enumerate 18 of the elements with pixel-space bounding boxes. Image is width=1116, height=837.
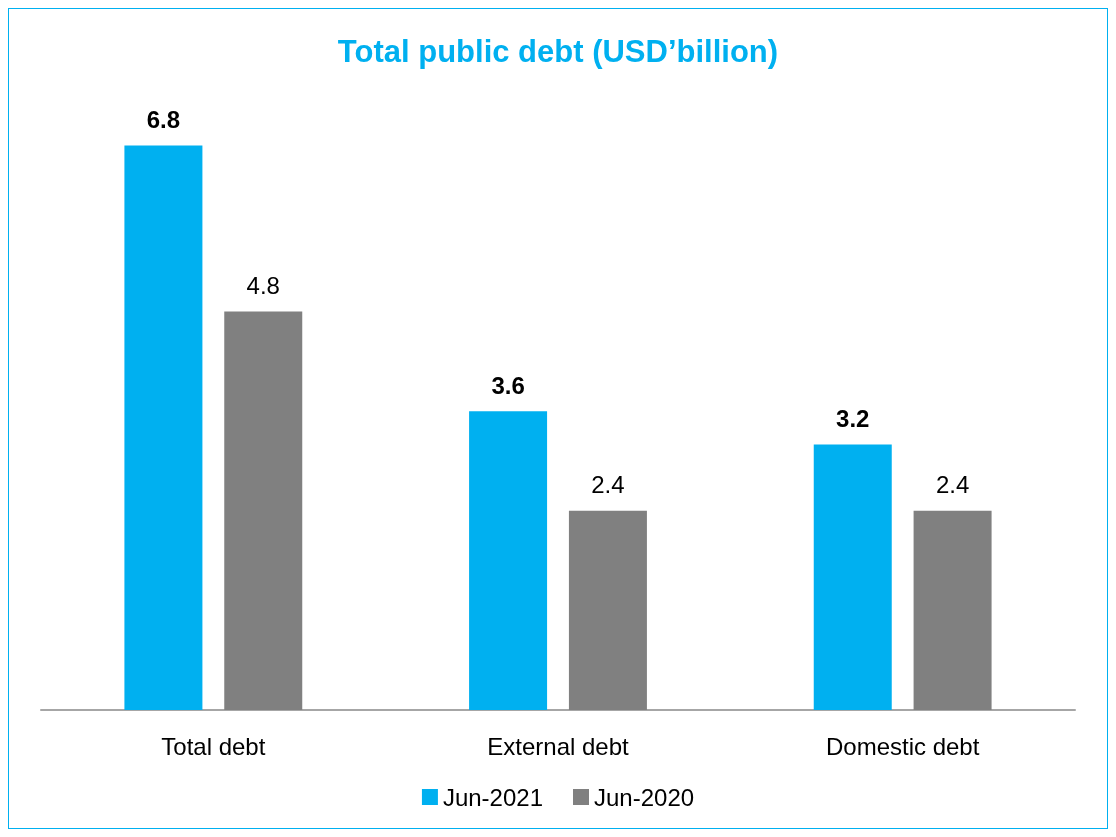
data-label: 2.4	[935, 471, 970, 499]
data-label: 3.2	[836, 404, 870, 432]
data-label: 6.8	[146, 106, 181, 134]
x-tick-label: Domestic debt	[825, 732, 980, 760]
bar	[124, 145, 203, 710]
chart-title: Total public debt (USD’billion)	[337, 34, 779, 69]
x-tick-label: External debt	[487, 732, 630, 760]
bar	[224, 311, 303, 710]
data-label: 2.4	[591, 471, 625, 499]
x-tick-label: Total debt	[161, 732, 266, 760]
bar	[469, 411, 548, 710]
bar	[813, 444, 892, 710]
bar	[568, 510, 647, 710]
data-label: 3.6	[491, 371, 525, 399]
legend-label: Jun-2021	[442, 783, 543, 811]
legend-label: Jun-2020	[594, 783, 695, 811]
bar	[913, 510, 992, 710]
data-label: 4.8	[246, 272, 280, 300]
